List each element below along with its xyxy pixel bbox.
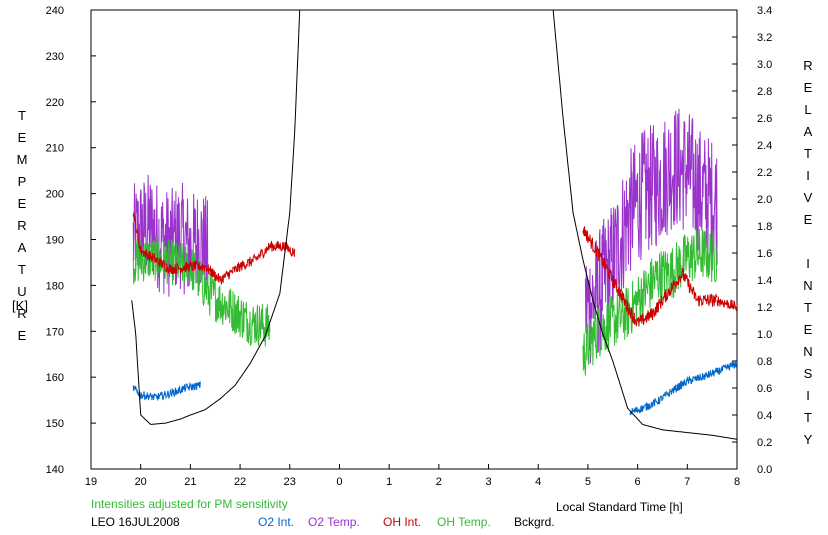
axis-label-letter: T [804, 146, 812, 161]
axis-label-letter: I [806, 388, 810, 403]
y-right-tick-label: 1.4 [757, 275, 772, 287]
axis-label-letter: N [803, 278, 813, 293]
y-right-tick-label: 1.2 [757, 302, 772, 314]
series-line-oh-int [132, 212, 296, 285]
y-left-tick-label: 140 [46, 464, 64, 476]
axis-label-letter: E [803, 212, 813, 227]
series-line-oh-int [582, 226, 718, 327]
axis-label-letter: M [16, 152, 28, 167]
axis-label-letter: S [803, 366, 813, 381]
y-left-tick-label: 210 [46, 143, 64, 155]
y-left-tick-label: 150 [46, 418, 64, 430]
x-tick-label: 2 [436, 476, 442, 488]
axis-label-letter: E [803, 322, 813, 337]
series-line-oh-temp [582, 228, 718, 376]
axis-label-letter: E [17, 328, 27, 343]
y-right-tick-label: 1.8 [757, 221, 772, 233]
legend-item: O2 Temp. [308, 515, 360, 529]
y-left-tick-label: 200 [46, 189, 64, 201]
x-tick-label: 3 [485, 476, 491, 488]
axis-label-letter: T [804, 300, 812, 315]
y-right-tick-label: 0.0 [757, 464, 772, 476]
x-tick-label: 4 [535, 476, 541, 488]
axis-label-letter: T [18, 262, 26, 277]
y-left-tick-label: 170 [46, 326, 64, 338]
y-right-tick-label: 2.4 [757, 140, 772, 152]
axis-label-letter: I [806, 256, 810, 271]
y-right-tick-label: 0.2 [757, 437, 772, 449]
series-line-o2-temp [132, 174, 209, 297]
axis-label-letter: R [17, 306, 27, 321]
series-line-bckgrd [552, 10, 737, 440]
series-line-oh-temp [132, 236, 271, 347]
axis-label-letter: I [806, 168, 810, 183]
y-right-tick-label: 2.6 [757, 113, 772, 125]
axis-label-letter: T [18, 108, 26, 123]
y-right-tick-label: 3.0 [757, 59, 772, 71]
axis-label-letter: P [17, 174, 27, 189]
axis-label-letter: N [803, 344, 813, 359]
x-tick-label: 23 [284, 476, 296, 488]
y-right-tick-label: 3.2 [757, 32, 772, 44]
axis-label-letter: R [803, 58, 813, 73]
x-tick-label: 7 [684, 476, 690, 488]
axis-label-letter: E [803, 80, 813, 95]
x-tick-label: 21 [184, 476, 196, 488]
y-right-tick-label: 2.8 [757, 86, 772, 98]
axis-label-letter: E [17, 130, 27, 145]
y-left-tick-label: 160 [46, 372, 64, 384]
x-tick-label: 19 [85, 476, 97, 488]
series-line-oh-int [716, 296, 737, 312]
axis-label-letter: T [804, 410, 812, 425]
axis-label-letter: U [17, 284, 27, 299]
y-right-tick-label: 0.8 [757, 356, 772, 368]
legend-item: OH Temp. [437, 515, 491, 529]
x-tick-label: 8 [734, 476, 740, 488]
y-right-tick-label: 3.4 [757, 5, 772, 17]
axis-label-letter: R [17, 218, 27, 233]
station-date-label: LEO 16JUL2008 [91, 515, 180, 529]
axis-label-letter: V [803, 190, 813, 205]
y-left-tick-label: 220 [46, 97, 64, 109]
axis-label-letter: A [803, 124, 813, 139]
x-axis-title: Local Standard Time [h] [556, 500, 683, 514]
x-tick-label: 5 [585, 476, 591, 488]
left-axis-unit: [K] [12, 298, 28, 313]
x-tick-label: 0 [336, 476, 342, 488]
y-right-tick-label: 1.6 [757, 248, 772, 260]
series-line-bckgrd [131, 10, 301, 425]
sensitivity-note: Intensities adjusted for PM sensitivity [91, 497, 288, 511]
legend-item: Bckgrd. [514, 515, 555, 529]
legend-item: O2 Int. [258, 515, 295, 529]
series-line-o2-int [629, 361, 737, 416]
y-left-tick-label: 190 [46, 235, 64, 247]
x-tick-label: 22 [234, 476, 246, 488]
series-line-o2-int [132, 381, 201, 401]
y-left-tick-label: 180 [46, 280, 64, 292]
x-tick-label: 20 [135, 476, 147, 488]
y-right-tick-label: 2.0 [757, 194, 772, 206]
y-right-tick-label: 2.2 [757, 167, 772, 179]
y-left-tick-label: 230 [46, 51, 64, 63]
y-left-tick-label: 240 [46, 5, 64, 17]
axis-label-letter: A [17, 240, 27, 255]
axis-label-letter: E [17, 196, 27, 211]
x-tick-label: 6 [635, 476, 641, 488]
legend-item: OH Int. [383, 515, 422, 529]
y-right-tick-label: 1.0 [757, 329, 772, 341]
y-right-tick-label: 0.4 [757, 410, 772, 422]
axis-label-letter: L [804, 102, 812, 117]
series-line-o2-temp [584, 108, 718, 364]
x-tick-label: 1 [386, 476, 392, 488]
y-right-tick-label: 0.6 [757, 383, 772, 395]
axis-label-letter: Y [803, 432, 813, 447]
